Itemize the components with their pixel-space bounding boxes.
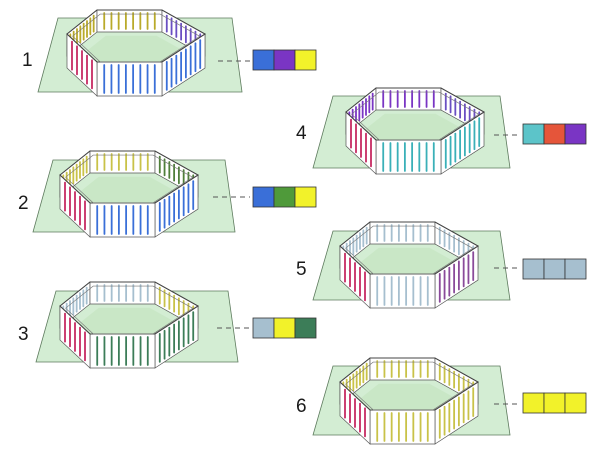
enclosure-rim <box>59 150 200 204</box>
panel-4 <box>312 87 587 175</box>
wall-front-left <box>375 139 442 175</box>
wall-back-top <box>369 221 436 245</box>
swatch-2 <box>543 392 566 414</box>
panel-number-1: 1 <box>22 50 33 71</box>
swatch-1 <box>252 317 275 339</box>
panel-5 <box>312 221 587 309</box>
swatch-2 <box>543 258 566 280</box>
swatch-1 <box>522 258 545 280</box>
wall-back-top <box>89 150 156 174</box>
panel-number-6: 6 <box>296 396 307 417</box>
swatch-2 <box>273 186 296 208</box>
swatch-3 <box>294 186 317 208</box>
swatch-1 <box>252 49 275 71</box>
enclosure-rim-inner <box>351 91 480 141</box>
enclosure-rim-inner <box>345 361 474 411</box>
panel-number-2: 2 <box>18 193 29 214</box>
panel-number-3: 3 <box>18 324 29 345</box>
wall-back-top <box>89 281 156 305</box>
panel-number-5: 5 <box>296 259 307 280</box>
wall-front-left <box>96 61 163 97</box>
panel-2 <box>32 150 317 238</box>
swatch-1 <box>522 123 545 145</box>
enclosure-rim-inner <box>345 225 474 275</box>
enclosure-rim-inner <box>72 13 201 63</box>
wall-front-left <box>89 333 156 369</box>
swatch-2 <box>273 317 296 339</box>
wall-front-left <box>369 409 436 445</box>
panel-1 <box>37 9 317 97</box>
panel-6 <box>312 357 587 445</box>
enclosure-rim-inner <box>65 285 194 335</box>
swatch-3 <box>294 317 317 339</box>
enclosure-rim <box>66 9 207 63</box>
wall-front-left <box>369 273 436 309</box>
panel-3 <box>35 281 317 369</box>
enclosure-rim <box>59 281 200 335</box>
enclosure-rim <box>339 221 480 275</box>
wall-front-left <box>89 202 156 238</box>
swatch-1 <box>522 392 545 414</box>
wall-back-top <box>369 357 436 381</box>
swatch-3 <box>294 49 317 71</box>
swatch-2 <box>543 123 566 145</box>
wall-back-top <box>96 9 163 33</box>
swatch-3 <box>564 258 587 280</box>
wall-back-top <box>375 87 442 111</box>
swatch-1 <box>252 186 275 208</box>
swatch-2 <box>273 49 296 71</box>
swatch-3 <box>564 123 587 145</box>
panel-number-4: 4 <box>296 123 307 144</box>
enclosure-rim <box>345 87 486 141</box>
enclosure-rim <box>339 357 480 411</box>
swatch-3 <box>564 392 587 414</box>
enclosure-rim-inner <box>65 154 194 204</box>
